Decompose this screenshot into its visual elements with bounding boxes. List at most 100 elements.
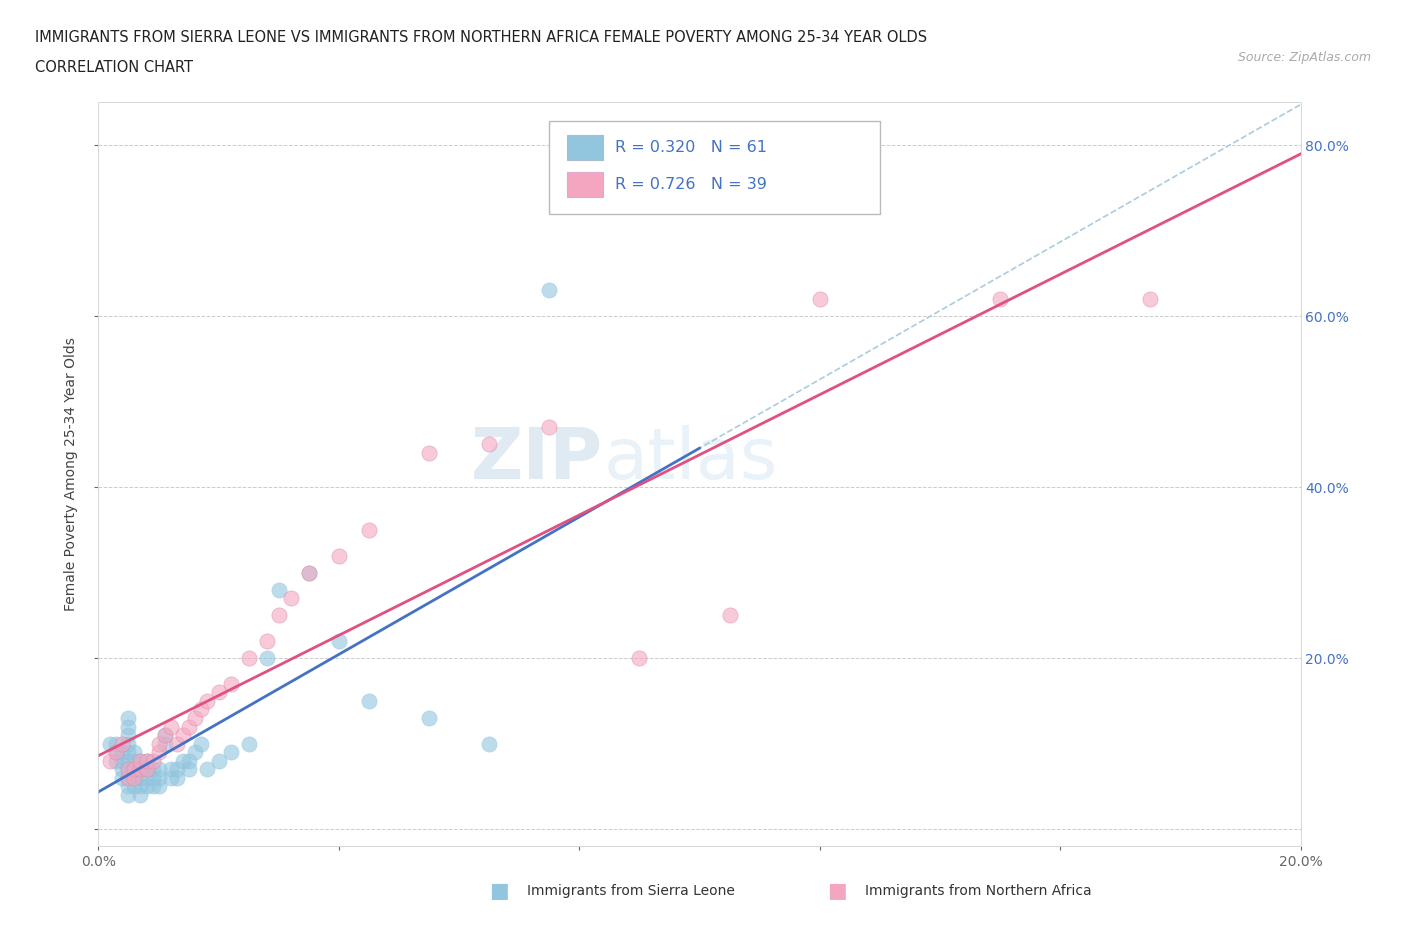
FancyBboxPatch shape xyxy=(550,121,880,214)
Point xyxy=(267,582,290,597)
Point xyxy=(141,779,163,794)
Point xyxy=(219,745,242,760)
Point xyxy=(135,753,157,768)
Point xyxy=(298,565,321,580)
Point xyxy=(1139,291,1161,306)
Point xyxy=(111,753,134,768)
Point xyxy=(718,608,741,623)
Point xyxy=(141,770,163,785)
Point xyxy=(117,770,139,785)
Bar xyxy=(567,135,603,160)
Text: CORRELATION CHART: CORRELATION CHART xyxy=(35,60,193,75)
Point xyxy=(177,753,200,768)
Point xyxy=(153,727,176,742)
Point xyxy=(124,762,146,777)
Point xyxy=(100,737,122,751)
Point xyxy=(357,523,380,538)
Point xyxy=(238,651,260,666)
Point xyxy=(117,770,139,785)
Point xyxy=(129,770,152,785)
Point xyxy=(105,753,128,768)
Point xyxy=(105,745,128,760)
Point xyxy=(238,737,260,751)
Point xyxy=(183,711,205,725)
Point xyxy=(117,737,139,751)
Point xyxy=(141,762,163,777)
Point xyxy=(172,753,194,768)
Point xyxy=(166,762,188,777)
Point xyxy=(105,737,128,751)
Point xyxy=(117,719,139,734)
Point xyxy=(256,651,278,666)
Text: ■: ■ xyxy=(489,881,509,901)
Text: R = 0.320   N = 61: R = 0.320 N = 61 xyxy=(616,140,768,155)
Point xyxy=(166,770,188,785)
Point xyxy=(129,779,152,794)
Point xyxy=(159,762,181,777)
Point xyxy=(328,548,350,563)
Point xyxy=(195,762,218,777)
Point xyxy=(418,711,440,725)
Text: R = 0.726   N = 39: R = 0.726 N = 39 xyxy=(616,178,768,193)
Point xyxy=(148,762,170,777)
Point xyxy=(267,608,290,623)
Point xyxy=(129,762,152,777)
Point xyxy=(159,770,181,785)
Point xyxy=(135,753,157,768)
Point xyxy=(148,779,170,794)
Point xyxy=(328,633,350,648)
Text: atlas: atlas xyxy=(603,425,778,494)
Point xyxy=(124,753,146,768)
Text: ZIP: ZIP xyxy=(471,425,603,494)
Text: Immigrants from Northern Africa: Immigrants from Northern Africa xyxy=(865,884,1091,898)
Point xyxy=(219,676,242,691)
Point xyxy=(177,719,200,734)
Point xyxy=(117,779,139,794)
Point xyxy=(141,753,163,768)
Text: ■: ■ xyxy=(827,881,846,901)
Point xyxy=(117,762,139,777)
Point xyxy=(124,779,146,794)
Point xyxy=(256,633,278,648)
Point xyxy=(628,651,651,666)
Bar xyxy=(567,172,603,197)
Point xyxy=(117,711,139,725)
Point xyxy=(135,770,157,785)
Point xyxy=(153,727,176,742)
Point xyxy=(124,762,146,777)
Text: Immigrants from Sierra Leone: Immigrants from Sierra Leone xyxy=(527,884,735,898)
Point xyxy=(195,694,218,709)
Point xyxy=(117,788,139,803)
Point xyxy=(183,745,205,760)
Point xyxy=(111,762,134,777)
Point xyxy=(148,745,170,760)
Point xyxy=(100,753,122,768)
Point xyxy=(159,719,181,734)
Point xyxy=(177,762,200,777)
Point xyxy=(357,694,380,709)
Point xyxy=(129,762,152,777)
Point xyxy=(208,753,231,768)
Point xyxy=(148,737,170,751)
Point xyxy=(117,745,139,760)
Point xyxy=(105,745,128,760)
Point xyxy=(190,737,212,751)
Point xyxy=(208,684,231,699)
Point xyxy=(129,753,152,768)
Point xyxy=(280,591,302,605)
Point xyxy=(117,762,139,777)
Point xyxy=(478,737,501,751)
Point xyxy=(135,762,157,777)
Point xyxy=(124,745,146,760)
Point xyxy=(111,770,134,785)
Point xyxy=(111,745,134,760)
Point xyxy=(166,737,188,751)
Point xyxy=(117,727,139,742)
Point xyxy=(153,737,176,751)
Point xyxy=(117,753,139,768)
Point xyxy=(478,437,501,452)
Point xyxy=(538,419,561,434)
Point xyxy=(538,283,561,298)
Point xyxy=(298,565,321,580)
Text: Source: ZipAtlas.com: Source: ZipAtlas.com xyxy=(1237,51,1371,64)
